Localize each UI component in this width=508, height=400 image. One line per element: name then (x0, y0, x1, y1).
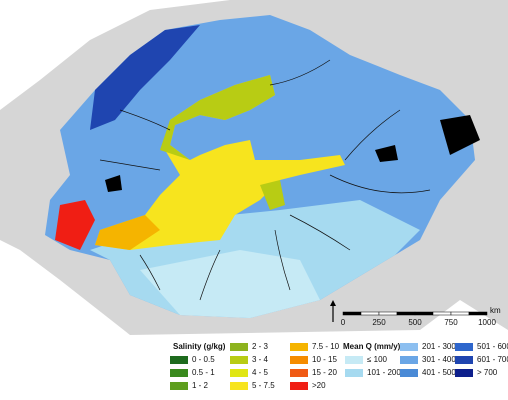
legend-swatch (345, 369, 363, 377)
legend-label: 1 - 2 (192, 381, 209, 390)
lake (440, 115, 480, 155)
legend-label: 3 - 4 (252, 355, 269, 364)
legend-swatch (290, 356, 308, 364)
legend-swatch (230, 343, 248, 351)
legend-swatch (290, 382, 308, 390)
scale-unit: km (490, 306, 501, 315)
north-arrow-head (330, 300, 336, 306)
legend: Salinity (g/kg) 0 - 0.5 0.5 - 1 1 - 2 2 - 3 3… (170, 342, 508, 390)
scale-label: 250 (372, 318, 386, 327)
legend-label: 7.5 - 10 (312, 342, 340, 351)
scale-segment (342, 311, 362, 316)
legend-swatch (455, 356, 473, 364)
legend-swatch (400, 356, 418, 364)
legend-label: 4 - 5 (252, 368, 269, 377)
legend-label: 5 - 7.5 (252, 381, 275, 390)
scale-label: 500 (408, 318, 422, 327)
legend-label: 601 - 700 (477, 355, 508, 364)
legend-swatch (230, 369, 248, 377)
scale-label: 1000 (478, 318, 496, 327)
legend-label: 101 - 200 (367, 368, 401, 377)
legend-swatch (455, 369, 473, 377)
legend-label: 301 - 400 (422, 355, 456, 364)
scale-segment (414, 311, 434, 316)
legend-swatch (345, 356, 363, 364)
legend-title: Salinity (g/kg) (173, 342, 226, 351)
legend-swatch (400, 343, 418, 351)
legend-label: 501 - 600 (477, 342, 508, 351)
legend-label: 401 - 500 (422, 368, 456, 377)
legend-title: Mean Q (mm/y) (343, 342, 401, 351)
legend-label: ≤ 100 (367, 355, 388, 364)
scale-segment (360, 311, 380, 316)
kattegat (95, 215, 160, 250)
lowest-discharge-zone (140, 250, 320, 318)
high-discharge-zone (90, 25, 200, 130)
legend-swatch (170, 369, 188, 377)
legend-label: 10 - 15 (312, 355, 337, 364)
scale-segment (450, 311, 470, 316)
legend-swatch (400, 369, 418, 377)
gulf-of-riga (260, 180, 285, 210)
sea (95, 75, 345, 250)
scale-segment (432, 311, 452, 316)
lake (105, 175, 122, 192)
skagerrak (55, 200, 95, 250)
legend-label: >20 (312, 381, 326, 390)
legend-label: 0 - 0.5 (192, 355, 215, 364)
legend-label: 201 - 300 (422, 342, 456, 351)
legend-swatch (170, 382, 188, 390)
rivers (99, 59, 431, 301)
legend-swatch (170, 356, 188, 364)
legend-label: 2 - 3 (252, 342, 269, 351)
legend-swatch (290, 369, 308, 377)
legend-swatch (230, 382, 248, 390)
scale-bar: 0 250 500 750 1000 km (341, 306, 501, 327)
legend-swatch (290, 343, 308, 351)
legend-label: 15 - 20 (312, 368, 337, 377)
legend-label: > 700 (477, 368, 498, 377)
scale-segment (396, 311, 416, 316)
legend-label: 0.5 - 1 (192, 368, 215, 377)
scale-label: 0 (341, 318, 346, 327)
legend-swatch (230, 356, 248, 364)
scale-segment (468, 311, 488, 316)
lake (375, 145, 398, 162)
legend-swatch (455, 343, 473, 351)
bothnian-sea (160, 75, 275, 160)
scale-segment (378, 311, 398, 316)
scale-label: 750 (444, 318, 458, 327)
